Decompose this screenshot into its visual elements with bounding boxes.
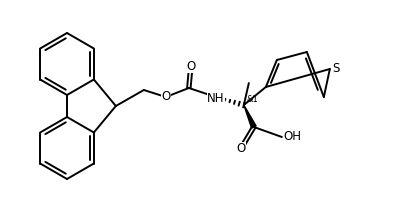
- Text: OH: OH: [284, 131, 302, 144]
- Text: O: O: [161, 91, 171, 103]
- Text: &1: &1: [247, 95, 258, 103]
- Text: NH: NH: [207, 92, 225, 105]
- Text: O: O: [186, 60, 195, 73]
- Text: O: O: [236, 142, 245, 155]
- Polygon shape: [244, 105, 256, 128]
- Text: S: S: [332, 63, 339, 75]
